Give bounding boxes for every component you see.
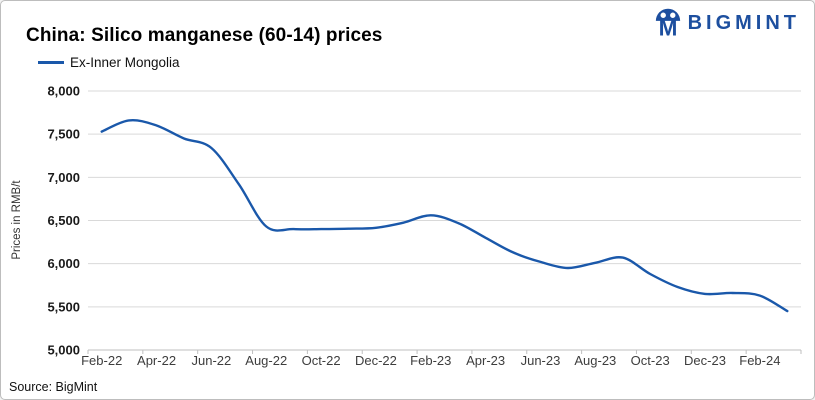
x-tick-label: Apr-23 <box>466 353 505 368</box>
legend: Ex-Inner Mongolia <box>38 55 180 70</box>
y-tick-label: 6,000 <box>47 256 80 271</box>
x-tick-label: Dec-23 <box>684 353 726 368</box>
x-tick-label: Apr-22 <box>137 353 176 368</box>
x-tick-label: Jun-23 <box>521 353 561 368</box>
page-title: China: Silico manganese (60-14) prices <box>26 25 383 46</box>
series-line-ex-inner-mongolia <box>100 118 789 313</box>
source-note: Source: BigMint <box>9 380 98 394</box>
bigmint-logo-icon: M <box>655 8 680 40</box>
legend-line-swatch <box>38 61 64 64</box>
legend-label: Ex-Inner Mongolia <box>70 55 180 70</box>
x-tick-label: Feb-23 <box>410 353 451 368</box>
x-tick-label: Feb-22 <box>81 353 122 368</box>
y-tick-label: 8,000 <box>47 84 80 99</box>
x-tick-label: Aug-23 <box>574 353 616 368</box>
svg-text:M: M <box>658 16 677 40</box>
y-axis-title: Prices in RMB/t <box>11 180 23 260</box>
y-tick-label: 5,000 <box>47 343 80 358</box>
x-tick-label: Feb-24 <box>739 353 780 368</box>
y-tick-label: 7,000 <box>47 170 80 185</box>
x-tick-label: Oct-22 <box>302 353 341 368</box>
x-tick-label: Jun-22 <box>192 353 232 368</box>
bigmint-logo: M BIGMINT <box>654 7 800 40</box>
x-tick-label: Dec-22 <box>355 353 397 368</box>
y-tick-label: 7,500 <box>47 127 80 142</box>
y-tick-label: 5,500 <box>47 299 80 314</box>
x-tick-label: Aug-22 <box>245 353 287 368</box>
y-tick-label: 6,500 <box>47 213 80 228</box>
x-tick-label: Oct-23 <box>631 353 670 368</box>
bigmint-logo-text: BIGMINT <box>687 12 800 34</box>
